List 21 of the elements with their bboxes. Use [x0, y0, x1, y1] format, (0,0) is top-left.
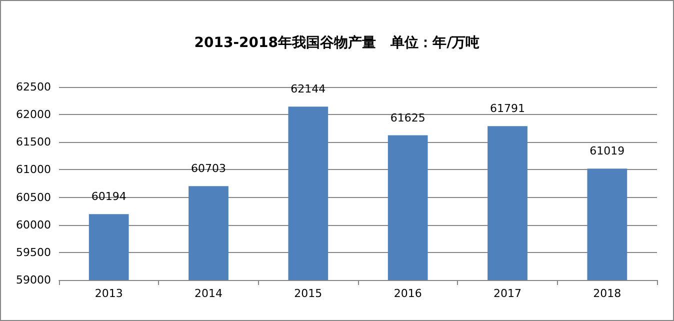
y-tick-label: 60500	[16, 190, 51, 204]
data-label: 60703	[191, 162, 226, 176]
y-tick-label: 61500	[16, 136, 51, 149]
y-tick-label: 62500	[16, 80, 51, 94]
chart-title: 2013-2018年我国谷物产量 单位：年/万吨	[194, 34, 480, 51]
x-tick-label: 2017	[494, 287, 522, 300]
data-label: 61625	[390, 111, 426, 124]
y-tick-label: 59000	[16, 274, 51, 286]
y-tick-label: 59500	[16, 246, 51, 259]
data-label: 60194	[91, 190, 126, 204]
y-tick-label: 61000	[16, 163, 51, 176]
data-label: 61019	[590, 144, 625, 158]
x-tick-label: 2015	[294, 287, 322, 300]
data-label: 61791	[490, 102, 525, 116]
y-tick-label: 62000	[16, 108, 51, 122]
x-tick-label: 2018	[593, 287, 622, 300]
x-tick-label: 2014	[194, 287, 222, 300]
y-tick-label: 60000	[16, 218, 51, 232]
x-tick-label: 2016	[394, 287, 422, 300]
x-tick-label: 2013	[94, 287, 123, 300]
data-label: 62144	[290, 82, 326, 96]
